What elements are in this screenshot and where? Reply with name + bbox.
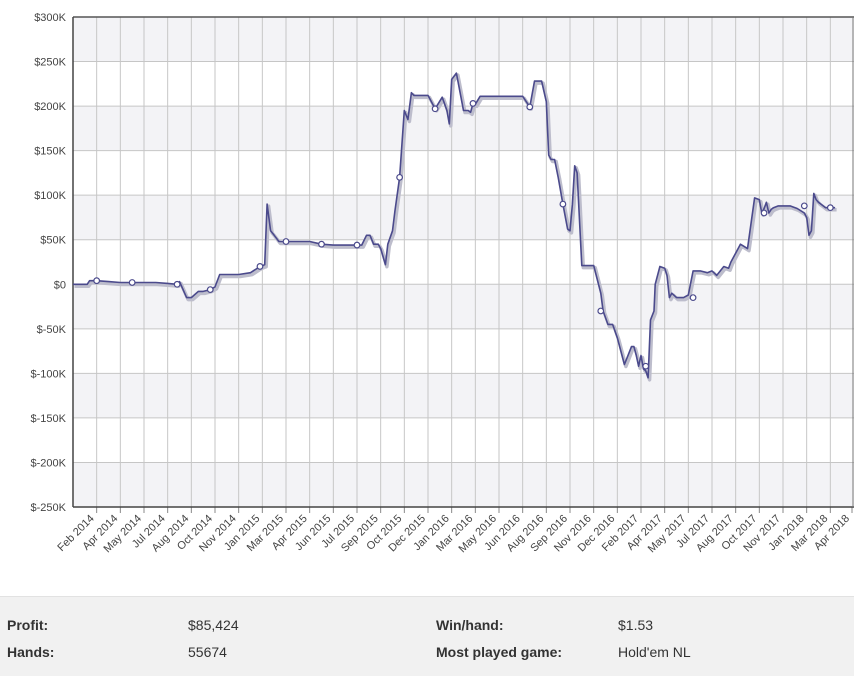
series-line [73, 72, 836, 379]
grid-band [73, 462, 854, 507]
win-per-hand-label: Win/hand: [436, 617, 504, 633]
y-tick-label: $200K [34, 101, 66, 113]
data-point[interactable] [256, 263, 264, 270]
grid-band [73, 106, 854, 151]
win-per-hand-value: $1.53 [618, 617, 654, 633]
y-tick-label: $100K [34, 190, 66, 202]
data-point[interactable] [431, 105, 439, 113]
series-line-shadow [74, 73, 837, 382]
stats-footer: Profit: $85,424 Win/hand: $1.53 Hands: 5… [0, 596, 854, 676]
y-tick-label: $-200K [31, 457, 67, 469]
grid-band [73, 284, 854, 329]
y-tick-label: $300K [34, 12, 66, 24]
y-tick-label: $250K [34, 57, 66, 69]
data-point[interactable] [318, 240, 325, 248]
y-tick-label: $50K [40, 235, 66, 247]
most-played-game-value: Hold'em NL [618, 644, 691, 660]
grid-band [73, 373, 854, 418]
y-tick-label: $-100K [31, 368, 67, 380]
grid-band [73, 17, 854, 62]
y-tick-label: $-150K [31, 413, 67, 425]
data-point[interactable] [396, 173, 404, 181]
data-point[interactable] [128, 279, 136, 286]
plot-area [73, 17, 854, 507]
profit-label: Profit: [7, 617, 49, 633]
data-point[interactable] [760, 209, 768, 217]
data-point[interactable] [353, 241, 361, 249]
data-point[interactable] [282, 238, 290, 245]
data-point[interactable] [93, 277, 101, 285]
profit-value: $85,424 [188, 617, 239, 633]
data-point[interactable] [826, 204, 834, 212]
y-tick-label: $-250K [31, 502, 67, 514]
y-tick-label: $0 [54, 279, 66, 291]
grid-band [73, 195, 854, 240]
profit-chart: $300K $250K $200K $150K $100K $50K $0 $-50K $-10… [31, 12, 854, 555]
data-point[interactable] [689, 294, 697, 302]
y-tick-label: $-50K [37, 324, 67, 336]
most-played-game-label: Most played game: [436, 644, 563, 660]
data-point[interactable] [642, 362, 650, 370]
hands-value: 55674 [188, 644, 227, 660]
data-point[interactable] [206, 286, 214, 294]
data-point[interactable] [597, 307, 605, 315]
data-point[interactable] [173, 280, 181, 288]
data-point[interactable] [469, 100, 477, 107]
data-point[interactable] [800, 202, 808, 210]
data-point[interactable] [526, 103, 534, 111]
hands-label: Hands: [7, 644, 55, 660]
data-point[interactable] [559, 200, 567, 208]
y-tick-label: $150K [34, 146, 66, 158]
